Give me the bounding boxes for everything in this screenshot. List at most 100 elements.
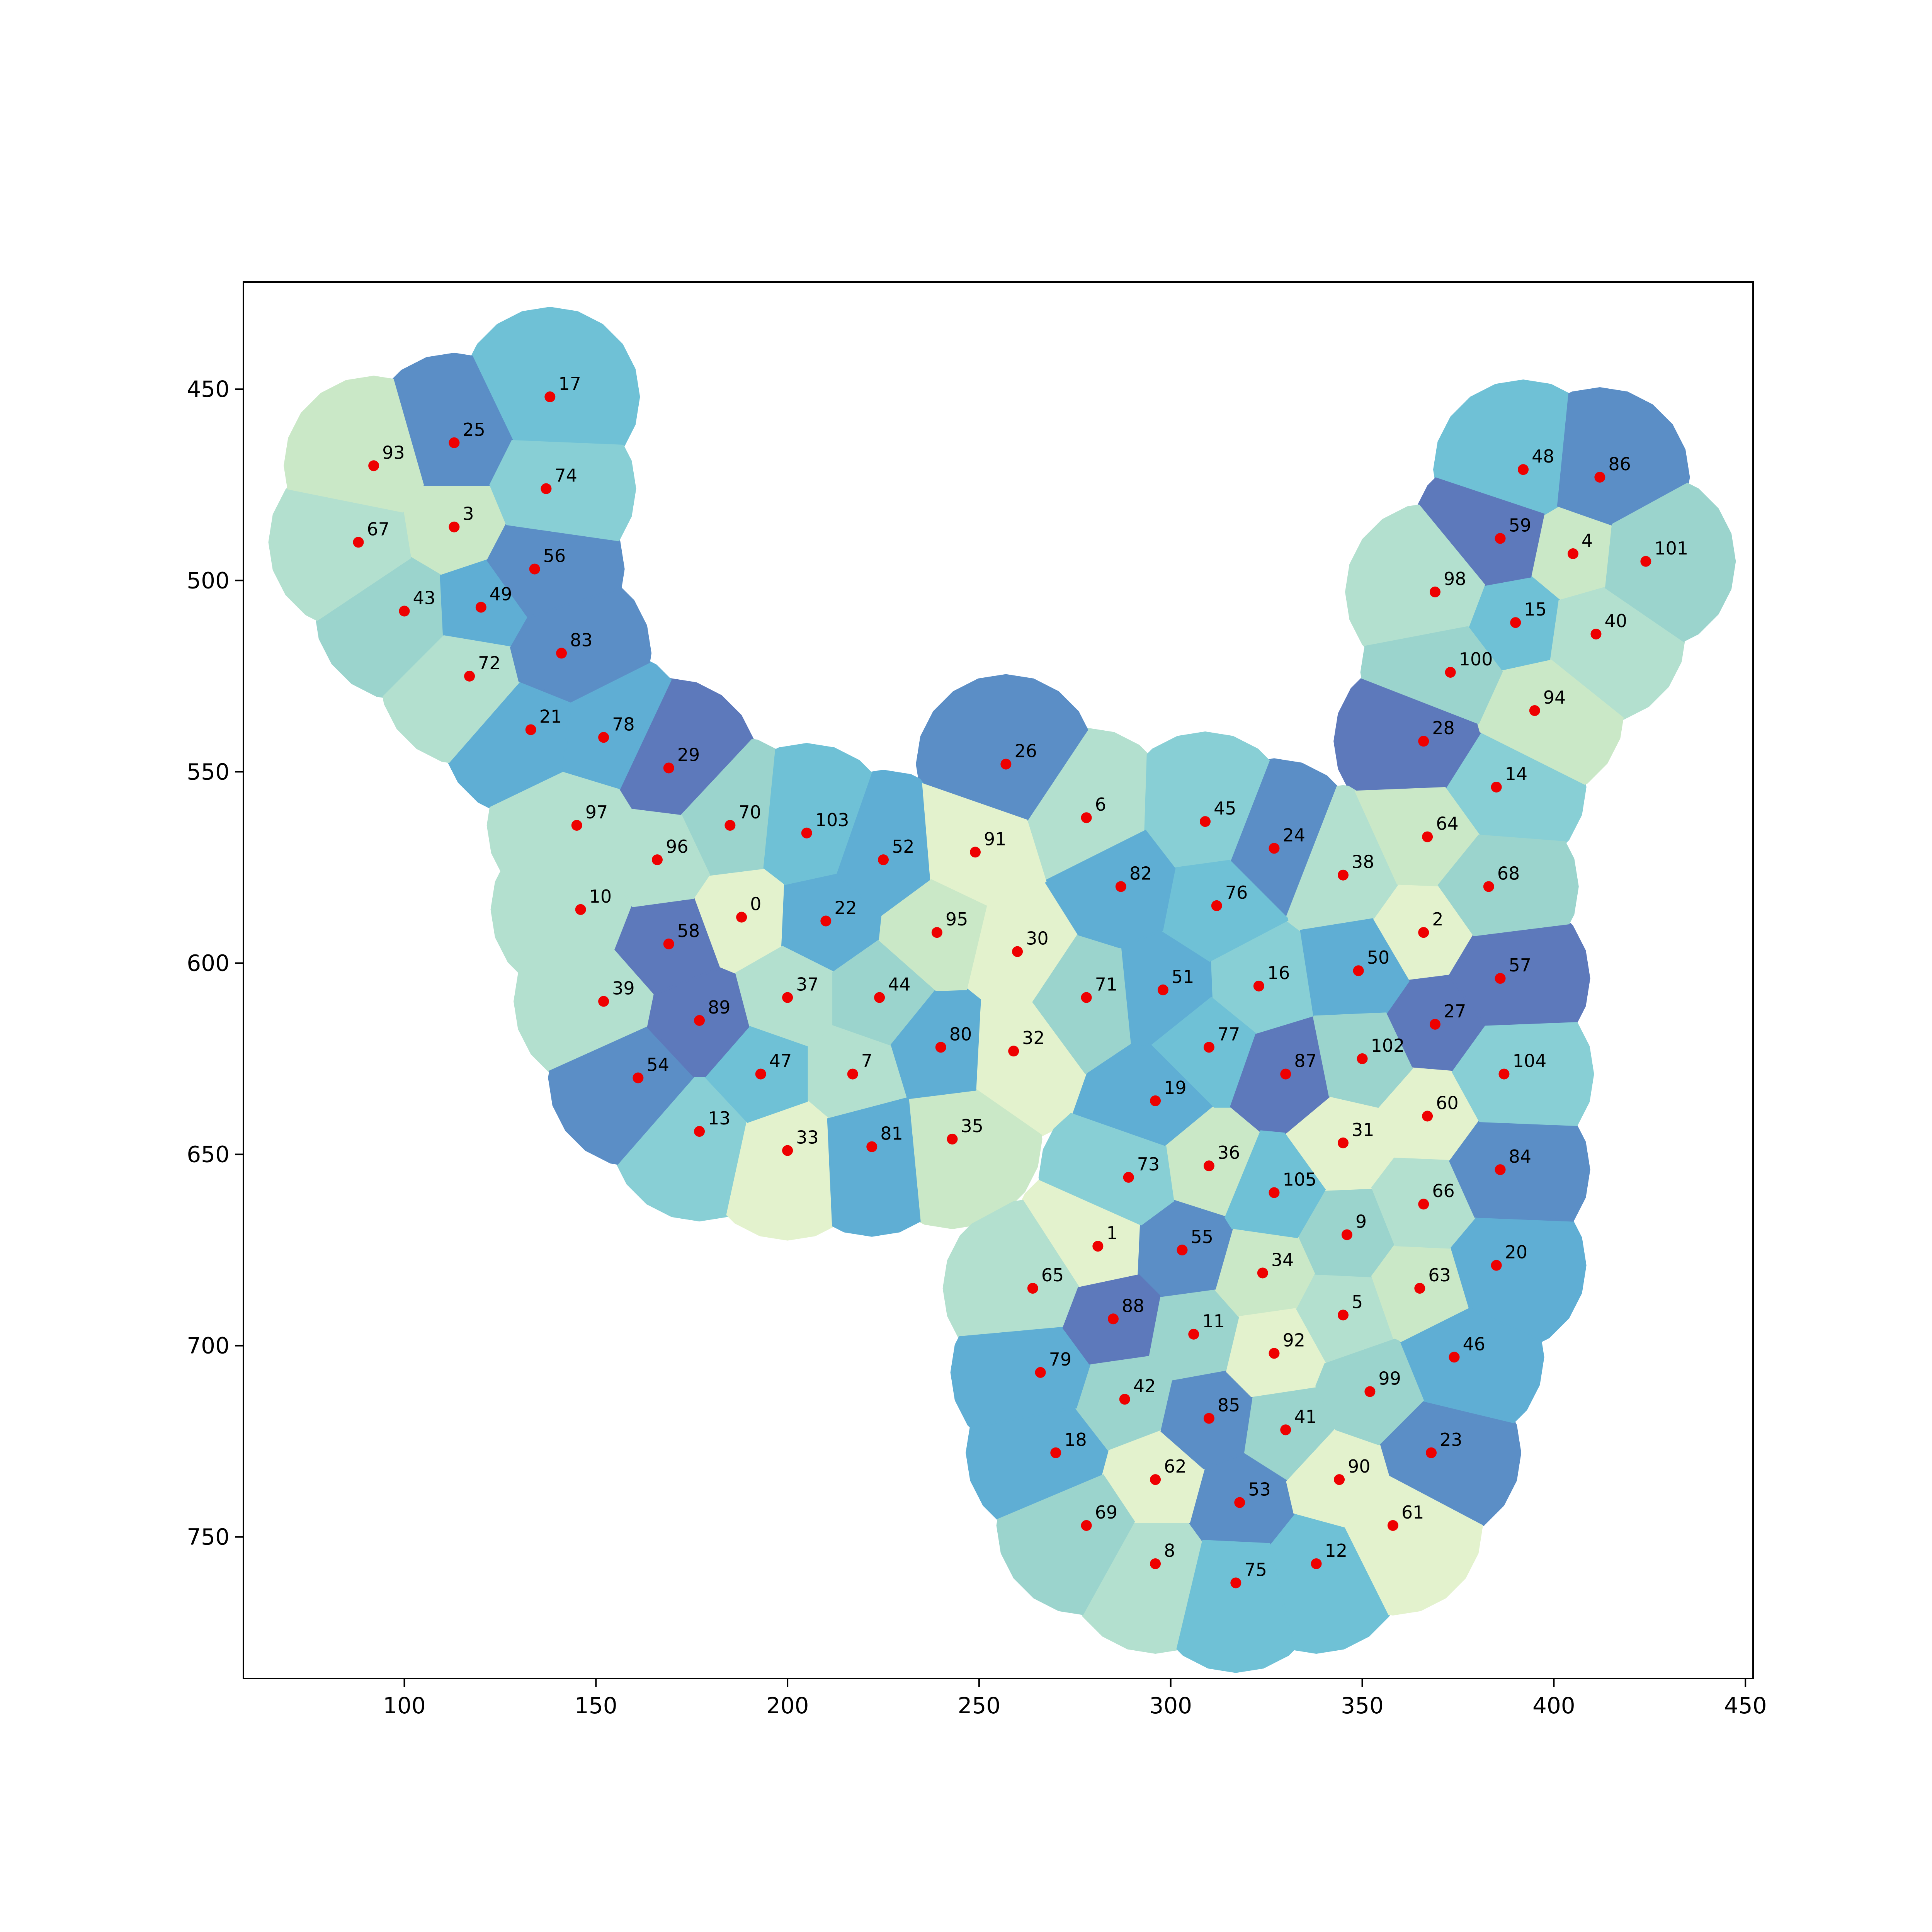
point-marker-58 xyxy=(663,938,674,949)
point-label-36: 36 xyxy=(1218,1142,1240,1163)
point-label-89: 89 xyxy=(708,997,731,1018)
point-label-4: 4 xyxy=(1582,530,1593,551)
point-label-70: 70 xyxy=(738,802,761,823)
point-marker-95 xyxy=(931,927,942,938)
point-label-63: 63 xyxy=(1428,1265,1451,1286)
point-label-44: 44 xyxy=(888,974,911,995)
point-label-68: 68 xyxy=(1497,863,1520,884)
point-marker-52 xyxy=(878,854,889,866)
region-cell-105 xyxy=(1225,1130,1326,1238)
point-label-22: 22 xyxy=(834,898,857,918)
point-marker-92 xyxy=(1269,1348,1280,1359)
point-label-41: 41 xyxy=(1294,1406,1317,1427)
point-marker-4 xyxy=(1567,548,1578,559)
point-marker-9 xyxy=(1341,1229,1352,1240)
point-marker-80 xyxy=(935,1042,946,1053)
point-label-9: 9 xyxy=(1355,1211,1367,1232)
point-label-8: 8 xyxy=(1164,1540,1175,1561)
point-label-34: 34 xyxy=(1271,1249,1294,1270)
region-cell-91 xyxy=(922,783,1047,908)
point-label-78: 78 xyxy=(612,714,635,735)
point-marker-50 xyxy=(1353,965,1364,976)
point-label-39: 39 xyxy=(612,978,635,998)
point-marker-32 xyxy=(1008,1046,1019,1057)
x-tick-label: 200 xyxy=(766,1692,809,1719)
point-marker-89 xyxy=(694,1015,705,1026)
point-marker-105 xyxy=(1269,1187,1280,1198)
point-marker-57 xyxy=(1495,973,1506,984)
point-label-57: 57 xyxy=(1509,955,1532,976)
point-marker-68 xyxy=(1483,881,1494,892)
point-marker-43 xyxy=(399,605,410,617)
region-cell-73 xyxy=(1038,1113,1174,1226)
point-marker-75 xyxy=(1230,1577,1242,1588)
point-marker-26 xyxy=(1000,759,1012,770)
point-label-6: 6 xyxy=(1095,794,1106,815)
point-marker-19 xyxy=(1150,1095,1161,1106)
point-label-52: 52 xyxy=(892,836,915,857)
point-marker-81 xyxy=(866,1141,878,1152)
point-marker-77 xyxy=(1203,1042,1214,1053)
point-marker-5 xyxy=(1337,1310,1349,1321)
point-marker-63 xyxy=(1414,1283,1425,1294)
point-label-71: 71 xyxy=(1095,974,1118,995)
point-label-77: 77 xyxy=(1218,1024,1240,1044)
x-tick-label: 250 xyxy=(958,1692,1001,1719)
point-marker-74 xyxy=(541,483,552,494)
point-label-65: 65 xyxy=(1041,1265,1064,1286)
point-label-12: 12 xyxy=(1325,1540,1348,1561)
x-tick-label: 150 xyxy=(575,1692,617,1719)
point-marker-60 xyxy=(1422,1111,1433,1122)
point-label-74: 74 xyxy=(554,465,577,486)
point-label-61: 61 xyxy=(1401,1502,1424,1523)
point-label-83: 83 xyxy=(570,629,593,650)
region-cells xyxy=(268,306,1736,1673)
point-marker-84 xyxy=(1495,1164,1506,1175)
point-label-3: 3 xyxy=(463,503,474,524)
point-label-31: 31 xyxy=(1352,1119,1374,1140)
point-marker-82 xyxy=(1115,881,1126,892)
point-label-79: 79 xyxy=(1049,1349,1072,1370)
point-label-37: 37 xyxy=(796,974,819,995)
point-label-15: 15 xyxy=(1524,599,1547,620)
point-marker-59 xyxy=(1495,533,1506,544)
point-label-82: 82 xyxy=(1129,863,1152,884)
point-marker-16 xyxy=(1253,980,1264,992)
point-marker-21 xyxy=(525,724,536,735)
point-label-98: 98 xyxy=(1444,568,1466,589)
point-label-28: 28 xyxy=(1432,718,1455,738)
point-label-21: 21 xyxy=(539,706,562,727)
region-cell-100 xyxy=(1360,626,1503,724)
region-cell-75 xyxy=(1176,1540,1296,1673)
point-marker-31 xyxy=(1337,1137,1349,1148)
point-label-30: 30 xyxy=(1026,928,1049,949)
point-label-55: 55 xyxy=(1190,1226,1213,1247)
region-cell-103 xyxy=(763,743,872,885)
point-label-46: 46 xyxy=(1463,1333,1486,1354)
point-marker-37 xyxy=(782,992,793,1003)
region-cell-101 xyxy=(1605,483,1736,642)
point-marker-14 xyxy=(1491,781,1502,793)
point-label-99: 99 xyxy=(1378,1368,1401,1389)
point-marker-54 xyxy=(633,1072,644,1083)
point-label-42: 42 xyxy=(1133,1376,1156,1396)
y-tick-label: 500 xyxy=(187,567,230,594)
point-label-75: 75 xyxy=(1244,1559,1267,1580)
point-marker-64 xyxy=(1422,831,1433,842)
point-marker-79 xyxy=(1035,1367,1046,1378)
x-tick-label: 350 xyxy=(1341,1692,1384,1719)
point-marker-10 xyxy=(575,904,586,915)
region-cell-68 xyxy=(1437,834,1579,937)
point-label-72: 72 xyxy=(478,653,501,673)
point-label-66: 66 xyxy=(1432,1180,1455,1201)
point-marker-73 xyxy=(1123,1172,1134,1183)
region-cell-71 xyxy=(1032,933,1131,1075)
marker-layer xyxy=(353,391,1651,1588)
point-label-54: 54 xyxy=(646,1054,669,1075)
point-label-35: 35 xyxy=(961,1116,984,1136)
point-label-43: 43 xyxy=(413,588,435,609)
point-marker-83 xyxy=(556,648,567,659)
region-cell-97 xyxy=(486,772,633,872)
region-cell-67 xyxy=(268,487,412,621)
point-label-101: 101 xyxy=(1654,538,1688,559)
